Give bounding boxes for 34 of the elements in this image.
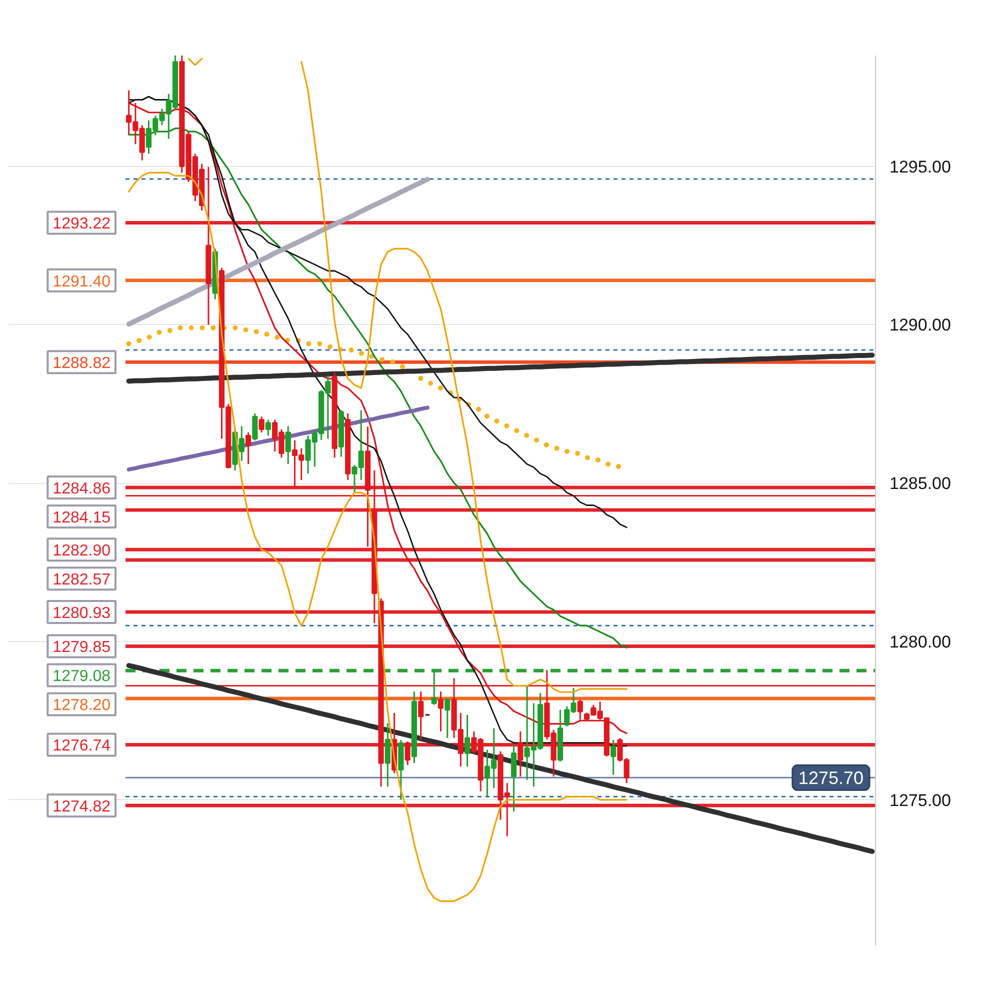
candlestick xyxy=(610,739,616,776)
y-tick-label: 1275.00 xyxy=(890,790,951,810)
ref-line-label: 1279.85 xyxy=(52,639,111,656)
candlestick xyxy=(252,412,258,442)
candlestick xyxy=(418,690,424,740)
ref-line-label: 1280.93 xyxy=(52,604,111,622)
y-tick-label: 1295.00 xyxy=(890,157,951,176)
ref-line-label: 1274.82 xyxy=(52,798,111,816)
ref-line-label: 1284.15 xyxy=(52,510,111,527)
ref-line-label: 1282.57 xyxy=(52,572,111,589)
candlestick xyxy=(510,744,517,812)
annotation: 1275.70 xyxy=(798,768,864,788)
candlestick xyxy=(258,416,264,434)
ref-line-label: 1291.40 xyxy=(52,273,111,290)
line-series xyxy=(128,172,628,902)
candlestick xyxy=(438,690,444,732)
ref-line-label: 1284.86 xyxy=(52,480,111,498)
candlestick xyxy=(577,698,583,720)
ref-line-label: 1282.90 xyxy=(52,542,111,560)
candlestick xyxy=(444,698,450,739)
ref-line-label: 1288.82 xyxy=(52,355,111,372)
candlestick xyxy=(265,418,272,436)
candlestick xyxy=(285,425,291,465)
candlestick xyxy=(464,714,470,768)
ref-line-label: 1278.20 xyxy=(52,697,111,714)
ref-line-label: 1279.08 xyxy=(52,668,111,686)
ref-line-label: 1293.22 xyxy=(52,216,111,233)
ref-line-label: 1276.74 xyxy=(52,738,111,755)
candlestick xyxy=(384,722,390,788)
candlestick xyxy=(245,432,252,465)
candlestick xyxy=(431,669,437,706)
y-tick-label: 1285.00 xyxy=(890,474,951,494)
y-tick-label: 1280.00 xyxy=(890,632,951,652)
y-tick-label: 1290.00 xyxy=(890,316,951,335)
